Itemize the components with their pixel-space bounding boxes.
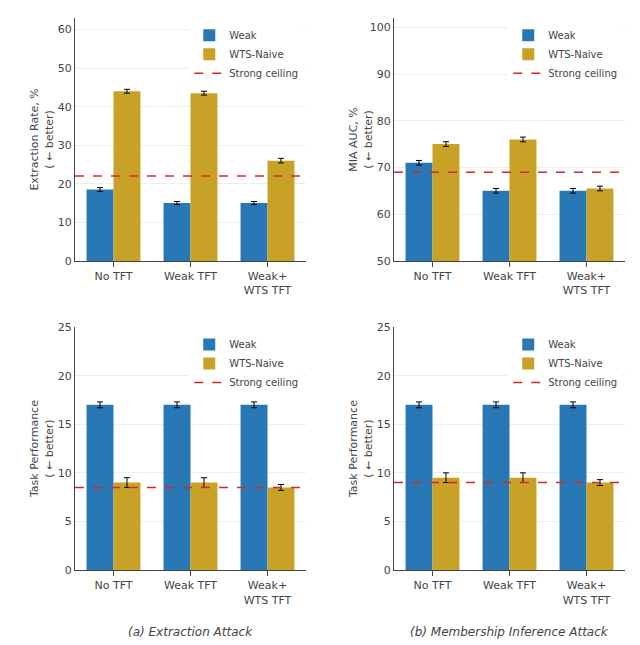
svg-text:5: 5 bbox=[384, 515, 391, 528]
svg-text:No TFT: No TFT bbox=[413, 270, 451, 283]
svg-text:0: 0 bbox=[65, 564, 72, 577]
svg-text:Weak+WTS TFT: Weak+WTS TFT bbox=[244, 270, 292, 297]
svg-text:60: 60 bbox=[377, 208, 391, 221]
svg-text:WTS-Naive: WTS-Naive bbox=[229, 358, 283, 369]
svg-text:0: 0 bbox=[65, 255, 72, 268]
svg-text:Weak+WTS TFT: Weak+WTS TFT bbox=[244, 579, 292, 606]
svg-text:Extraction Rate, %( ← better): Extraction Rate, %( ← better) bbox=[29, 88, 56, 190]
svg-text:No TFT: No TFT bbox=[94, 270, 132, 283]
svg-text:20: 20 bbox=[58, 370, 72, 383]
svg-text:MIA AUC, %( ← better): MIA AUC, %( ← better) bbox=[348, 107, 375, 171]
svg-text:Strong ceiling: Strong ceiling bbox=[229, 68, 298, 79]
svg-text:WTS-Naive: WTS-Naive bbox=[548, 49, 602, 60]
svg-text:Weak: Weak bbox=[229, 30, 257, 41]
svg-text:60: 60 bbox=[58, 23, 72, 36]
svg-text:10: 10 bbox=[377, 467, 391, 480]
svg-text:WTS-Naive: WTS-Naive bbox=[548, 358, 602, 369]
svg-text:(a) Extraction Attack: (a) Extraction Attack bbox=[128, 625, 253, 639]
svg-text:Weak+WTS TFT: Weak+WTS TFT bbox=[563, 270, 611, 297]
svg-text:No TFT: No TFT bbox=[413, 579, 451, 592]
svg-text:20: 20 bbox=[377, 370, 391, 383]
svg-text:15: 15 bbox=[58, 418, 72, 431]
svg-text:10: 10 bbox=[58, 467, 72, 480]
svg-text:Task Performance( ← better): Task Performance( ← better) bbox=[29, 400, 56, 498]
svg-text:Weak TFT: Weak TFT bbox=[164, 270, 217, 283]
svg-text:Weak+WTS TFT: Weak+WTS TFT bbox=[563, 579, 611, 606]
svg-text:20: 20 bbox=[58, 178, 72, 191]
svg-text:30: 30 bbox=[58, 139, 72, 152]
svg-text:10: 10 bbox=[58, 216, 72, 229]
svg-text:5: 5 bbox=[65, 515, 72, 528]
svg-text:Weak: Weak bbox=[548, 30, 576, 41]
svg-text:(b) Membership Inference Attac: (b) Membership Inference Attack bbox=[410, 625, 609, 639]
svg-text:Weak TFT: Weak TFT bbox=[483, 270, 536, 283]
svg-text:Strong ceiling: Strong ceiling bbox=[229, 377, 298, 388]
svg-text:Weak TFT: Weak TFT bbox=[164, 579, 217, 592]
svg-text:Weak TFT: Weak TFT bbox=[483, 579, 536, 592]
svg-text:25: 25 bbox=[58, 321, 72, 334]
svg-text:80: 80 bbox=[377, 115, 391, 128]
svg-text:Task Performance( ← better): Task Performance( ← better) bbox=[348, 400, 375, 498]
svg-text:No TFT: No TFT bbox=[94, 579, 132, 592]
svg-text:Strong ceiling: Strong ceiling bbox=[548, 377, 617, 388]
svg-text:WTS-Naive: WTS-Naive bbox=[229, 49, 283, 60]
svg-text:50: 50 bbox=[58, 62, 72, 75]
svg-text:100: 100 bbox=[370, 21, 391, 34]
svg-text:50: 50 bbox=[377, 255, 391, 268]
svg-text:15: 15 bbox=[377, 418, 391, 431]
svg-text:90: 90 bbox=[377, 68, 391, 81]
svg-text:70: 70 bbox=[377, 161, 391, 174]
svg-text:Weak: Weak bbox=[548, 339, 576, 350]
svg-text:25: 25 bbox=[377, 321, 391, 334]
svg-text:0: 0 bbox=[384, 564, 391, 577]
svg-text:Strong ceiling: Strong ceiling bbox=[548, 68, 617, 79]
svg-text:40: 40 bbox=[58, 101, 72, 114]
svg-text:Weak: Weak bbox=[229, 339, 257, 350]
